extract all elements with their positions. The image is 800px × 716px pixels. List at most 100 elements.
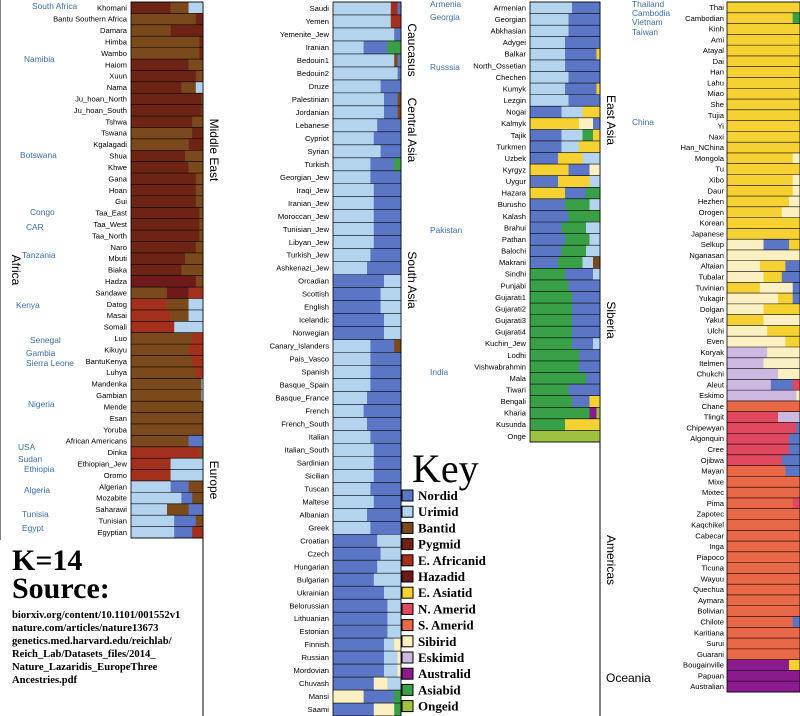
population-label: Czech	[307, 549, 329, 558]
segment-asiabid	[568, 210, 601, 223]
population-kaqchikel: Kaqchikel	[691, 519, 800, 531]
population-burusho: Burusho	[498, 198, 601, 211]
segment-pygmid	[131, 2, 171, 14]
population-uzbek: Uzbek	[504, 152, 601, 165]
segment-urimid	[373, 573, 402, 587]
column-border	[332, 1, 402, 716]
country-label-georgia: Georgia	[430, 12, 460, 22]
population-label: Altaian	[701, 262, 724, 271]
segment-sibirid	[727, 260, 761, 272]
segment-nordid	[572, 314, 601, 327]
segment-pygmid	[131, 116, 193, 128]
population-label: Syrian	[307, 147, 329, 156]
segment-asiabid	[565, 198, 590, 211]
segment-e-asiatid	[727, 120, 800, 132]
population-french: French	[305, 404, 402, 418]
population-wambo: Wambo	[101, 47, 204, 60]
legend-swatch	[401, 635, 414, 648]
population-ashkenazi-jew: Ashkenazi_Jew	[276, 261, 402, 275]
segment-nordid	[530, 129, 562, 142]
population-hazara: Hazara	[502, 186, 601, 200]
population-jordanian: Jordanian	[296, 105, 402, 120]
segment-nordid	[367, 417, 402, 431]
segment-nordid	[370, 430, 402, 444]
population-label: Gujarati3	[495, 316, 526, 325]
segment-urimid	[582, 256, 594, 269]
segment-nordid	[579, 360, 601, 373]
population-armenian: Armenian	[494, 1, 601, 14]
population-label: Basque_France	[275, 394, 329, 403]
segment-e-asiatid	[727, 131, 800, 143]
segment-e-asiatid	[727, 109, 800, 121]
legend-item-eskimid: Eskimid	[401, 650, 465, 665]
segment-urimid	[530, 94, 569, 107]
segment-asiabid	[530, 337, 573, 350]
segment-s-amerid	[727, 627, 800, 639]
segment-e-asiatid	[767, 325, 800, 337]
segment-bantid	[170, 309, 189, 322]
population-label: Gui	[115, 197, 127, 206]
segment-nordid	[373, 495, 402, 509]
segment-nordid	[763, 239, 790, 251]
population-label: Burusho	[498, 200, 526, 209]
segment-asiabid	[530, 395, 573, 408]
segment-nordid	[572, 395, 590, 408]
population-kalmyk: Kalmyk	[501, 117, 601, 130]
population-luhya: Luhya	[106, 366, 204, 379]
population-label: Hadza	[105, 277, 128, 286]
population-african-americans: African Americans	[66, 435, 204, 447]
segment-nordid	[792, 282, 800, 294]
segment-asiabid	[530, 268, 566, 281]
segment-nordid	[333, 326, 385, 340]
population-label: Cabecar	[695, 531, 724, 540]
population-aymara: Aymara	[698, 594, 800, 606]
segment-urimid	[333, 508, 368, 522]
population-label: Aymara	[698, 596, 725, 605]
population-croatian: Croatian	[300, 533, 402, 548]
chart-title: K=14	[12, 544, 82, 577]
segment-urimid	[333, 443, 375, 457]
population-label: Balochi	[501, 247, 526, 256]
segment-bantid	[192, 492, 204, 504]
population-hoan: Hoan	[109, 184, 204, 197]
segment-nordid	[373, 469, 402, 483]
segment-bantid	[199, 218, 204, 231]
population-turkish: Turkish	[304, 157, 402, 171]
segment-asiabid	[530, 418, 566, 431]
segment-nordid	[792, 616, 800, 628]
segment-nordid	[373, 443, 402, 457]
segment-urimid	[384, 313, 402, 327]
segment-urimid	[333, 456, 375, 470]
country-label-ethiopia: Ethiopia	[24, 464, 55, 474]
segment-asiabid	[530, 314, 573, 327]
segment-nordid	[781, 454, 800, 466]
population-kuchin-jew: Kuchin_Jew	[485, 337, 601, 350]
population-iraqi-jew: Iraqi_Jew	[297, 183, 402, 197]
population-zapotec: Zapotec	[697, 508, 800, 520]
population-han-nchina: Han_NChina	[681, 141, 800, 154]
segment-urimid	[586, 245, 601, 257]
segment-pygmid	[131, 173, 197, 185]
population-label: Bedouin1	[297, 56, 329, 65]
segment-pygmid	[131, 264, 182, 276]
segment-bantid	[199, 207, 204, 219]
population-yi: Yi	[718, 120, 800, 132]
segment-e-asiatid	[727, 185, 793, 197]
segment-sibirid	[763, 357, 800, 369]
population-label: Algerian	[99, 482, 127, 491]
segment-eskimid	[727, 357, 764, 369]
country-label-car: CAR	[26, 222, 44, 232]
country-label-russsia: Russsia	[430, 62, 460, 72]
population-label: Itelmen	[699, 359, 724, 368]
segment-e-africanid	[192, 332, 204, 345]
legend-swatch	[401, 700, 414, 713]
segment-nordid	[188, 435, 204, 447]
population-ojibwa: Ojibwa	[701, 454, 800, 466]
segment-nordid	[593, 117, 601, 130]
population-label: Chane	[702, 402, 724, 411]
population-label: Sardinian	[297, 458, 329, 467]
population-mixtec: Mixtec	[702, 486, 800, 499]
population-hadza: Hadza	[105, 275, 204, 288]
segment-urimid	[333, 248, 371, 262]
